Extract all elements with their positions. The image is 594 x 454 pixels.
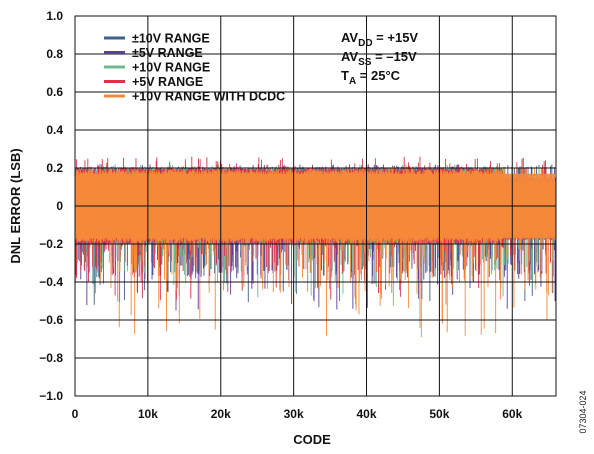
x-tick-label: 30k bbox=[284, 407, 304, 421]
conditions-annotation: AVDD = +15V AVSS = –15V TA = 25°C bbox=[341, 30, 418, 87]
ta-annotation: TA = 25°C bbox=[341, 68, 401, 87]
y-tick-label: −1.0 bbox=[39, 389, 63, 403]
legend-label: +10V RANGE bbox=[132, 61, 210, 75]
y-tick-label: −0.8 bbox=[39, 351, 63, 365]
y-axis-label: DNL ERROR (LSB) bbox=[8, 148, 23, 263]
y-tick-label: 0.2 bbox=[46, 161, 63, 175]
x-axis-label: CODE bbox=[293, 432, 331, 447]
avss-annotation: AVSS = –15V bbox=[341, 49, 417, 68]
y-tick-labels: 1.0 0.8 0.6 0.4 0.2 0 −0.2 −0.4 −0.6 −0.8 −1.0 bbox=[39, 9, 63, 403]
plot-frame bbox=[74, 15, 557, 397]
legend-label: ±10V RANGE bbox=[132, 32, 210, 46]
legend-label: +5V RANGE bbox=[132, 75, 203, 89]
y-tick-label: 0.8 bbox=[46, 47, 63, 61]
y-tick-label: 1.0 bbox=[46, 9, 63, 23]
legend: ±10V RANGE±5V RANGE+10V RANGE+5V RANGE+1… bbox=[104, 32, 285, 104]
x-tick-label: 20k bbox=[211, 407, 231, 421]
y-tick-label: 0.6 bbox=[46, 85, 63, 99]
x-tick-labels: 0 10k 20k 30k 40k 50k 60k bbox=[72, 407, 523, 421]
x-tick-label: 50k bbox=[429, 407, 449, 421]
y-tick-label: −0.6 bbox=[39, 313, 63, 327]
legend-label: +10V RANGE WITH DCDC bbox=[132, 90, 285, 104]
x-tick-label: 0 bbox=[72, 407, 79, 421]
avdd-annotation: AVDD = +15V bbox=[341, 30, 418, 49]
x-tick-label: 40k bbox=[356, 407, 376, 421]
x-tick-label: 10k bbox=[138, 407, 158, 421]
figure-id: 07304-024 bbox=[578, 390, 588, 433]
x-tick-label: 60k bbox=[502, 407, 522, 421]
y-tick-label: 0.4 bbox=[46, 123, 63, 137]
y-tick-label: −0.4 bbox=[39, 275, 63, 289]
legend-label: ±5V RANGE bbox=[132, 46, 203, 60]
series-traces bbox=[74, 156, 557, 338]
y-tick-label: −0.2 bbox=[39, 237, 63, 251]
y-tick-label: 0 bbox=[56, 199, 63, 213]
